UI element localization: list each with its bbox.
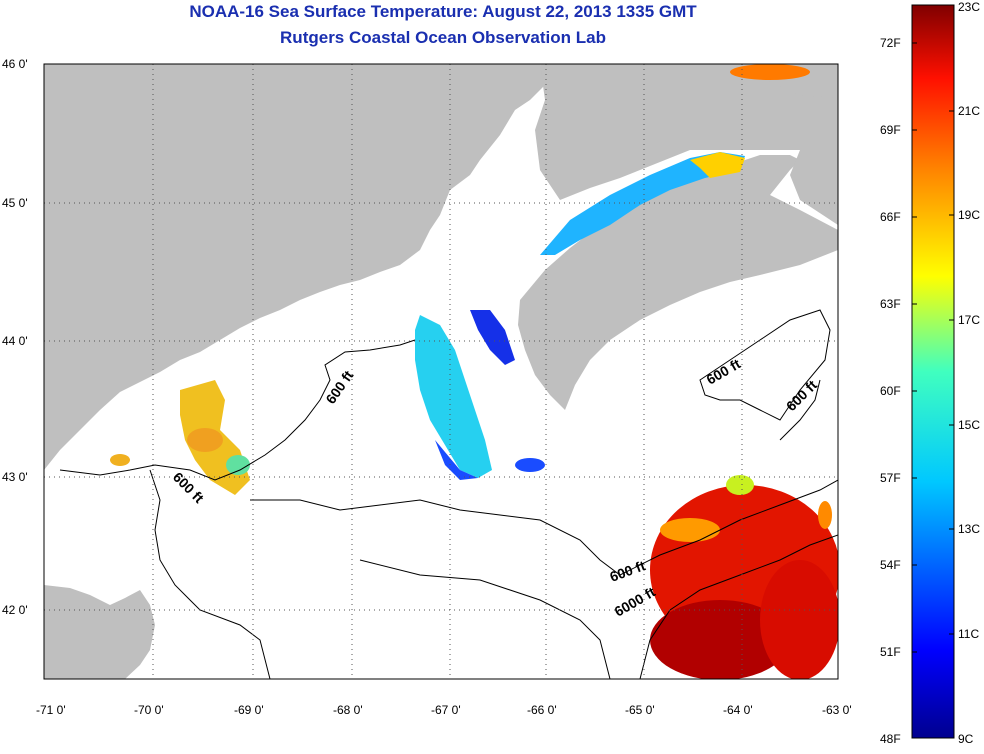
lon-tick-label: -65 0' — [625, 703, 655, 717]
colorbar-c-label: 21C — [958, 104, 980, 118]
colorbar-f-label: 57F — [880, 471, 901, 485]
colorbar-c-label: 19C — [958, 208, 980, 222]
colorbar-c-label: 17C — [958, 313, 980, 327]
colorbar-f-label: 48F — [880, 732, 901, 746]
lon-tick-label: -67 0' — [431, 703, 461, 717]
lon-tick-label: -68 0' — [333, 703, 363, 717]
depth-contours — [59, 309, 838, 679]
colorbar-c-label: 11C — [958, 627, 979, 641]
colorbar-f-label: 63F — [880, 297, 901, 311]
colorbar-c-label: 15C — [958, 418, 980, 432]
land-new-brunswick — [535, 64, 838, 225]
colorbar-c-label: 9C — [958, 732, 974, 746]
longitude-axis: -71 0' -70 0' -69 0' -68 0' -67 0' -66 0… — [36, 703, 852, 717]
land-nova-scotia — [518, 155, 838, 410]
land-maine-newengland — [44, 64, 545, 470]
map-frame — [43, 63, 839, 680]
map-title: NOAA-16 Sea Surface Temperature: August … — [189, 2, 697, 21]
latitude-axis: 46 0' 45 0' 44 0' 43 0' 42 0' — [2, 57, 28, 617]
sst-data-layer — [110, 64, 838, 679]
lon-tick-label: -71 0' — [36, 703, 66, 717]
lon-tick-label: -63 0' — [822, 703, 852, 717]
colorbar-f-label: 66F — [880, 210, 901, 224]
map-subtitle: Rutgers Coastal Ocean Observation Lab — [280, 28, 606, 47]
colorbar-ticks — [912, 42, 954, 653]
colorbar-f-label: 69F — [880, 123, 901, 137]
land-capecod — [44, 585, 155, 679]
colorbar: 72F 69F 66F 63F 60F 57F 54F 51F 48F 23C … — [880, 0, 980, 746]
colorbar-f-label: 72F — [880, 36, 901, 50]
lon-tick-label: -64 0' — [723, 703, 753, 717]
lat-tick-label: 43 0' — [2, 470, 28, 484]
lat-tick-label: 44 0' — [2, 334, 28, 348]
lat-tick-label: 45 0' — [2, 196, 28, 210]
colorbar-f-label: 54F — [880, 558, 901, 572]
colorbar-gradient — [911, 4, 955, 739]
lon-tick-label: -66 0' — [527, 703, 557, 717]
lon-tick-label: -69 0' — [234, 703, 264, 717]
colorbar-c-label: 23C — [958, 0, 980, 14]
lon-tick-label: -70 0' — [134, 703, 164, 717]
lat-tick-label: 46 0' — [2, 57, 28, 71]
lat-tick-label: 42 0' — [2, 603, 28, 617]
colorbar-f-label: 51F — [880, 645, 901, 659]
colorbar-c-label: 13C — [958, 522, 980, 536]
colorbar-f-label: 60F — [880, 384, 901, 398]
